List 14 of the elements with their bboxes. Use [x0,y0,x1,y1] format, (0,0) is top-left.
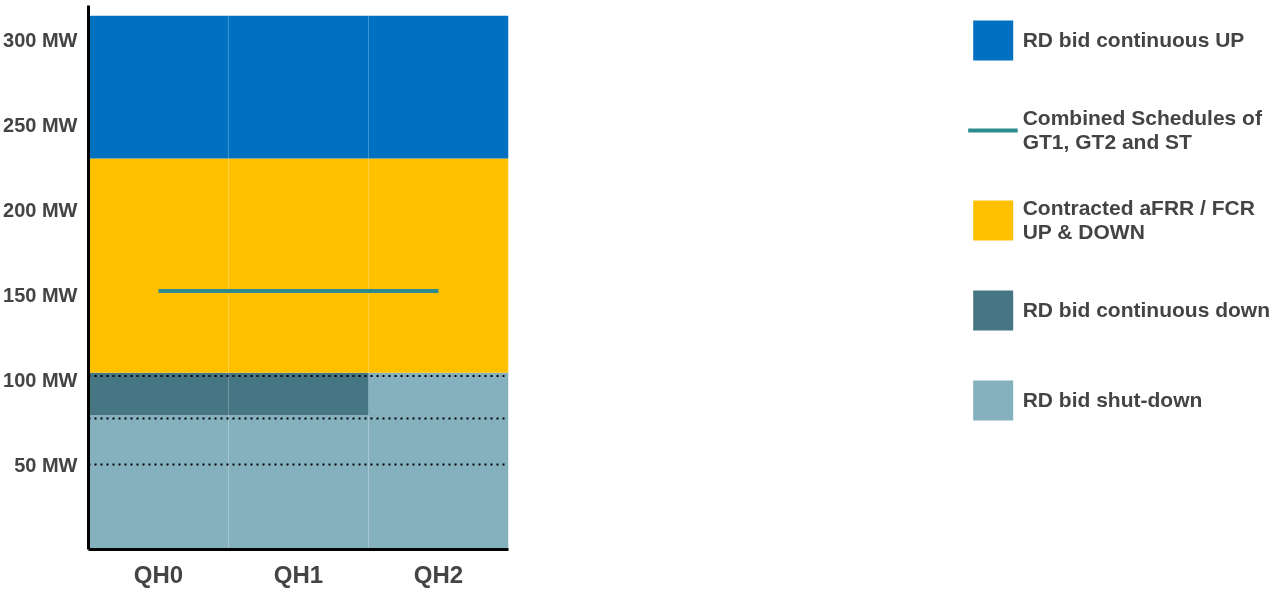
legend-label: RD bid continuous down [1022,297,1270,323]
y-tick-label: 50 MW [14,453,78,476]
x-tick-label: QH1 [273,560,324,588]
legend-label: Combined Schedules of GT1, GT2 and ST [1022,105,1262,155]
y-tick-label: 150 MW [3,283,78,306]
x-tick-label: QH0 [133,560,184,588]
legend-label: RD bid continuous UP [1022,27,1245,53]
y-tick-label: 300 MW [3,28,78,51]
y-tick-label: 250 MW [3,113,78,136]
legend-label: RD bid shut-down [1022,387,1203,413]
legend-label: Contracted aFRR / FCR UP & DOWN [1022,195,1255,245]
y-tick-label: 200 MW [3,198,78,221]
y-tick-label: 100 MW [3,368,78,391]
x-tick-label: QH2 [413,560,464,588]
